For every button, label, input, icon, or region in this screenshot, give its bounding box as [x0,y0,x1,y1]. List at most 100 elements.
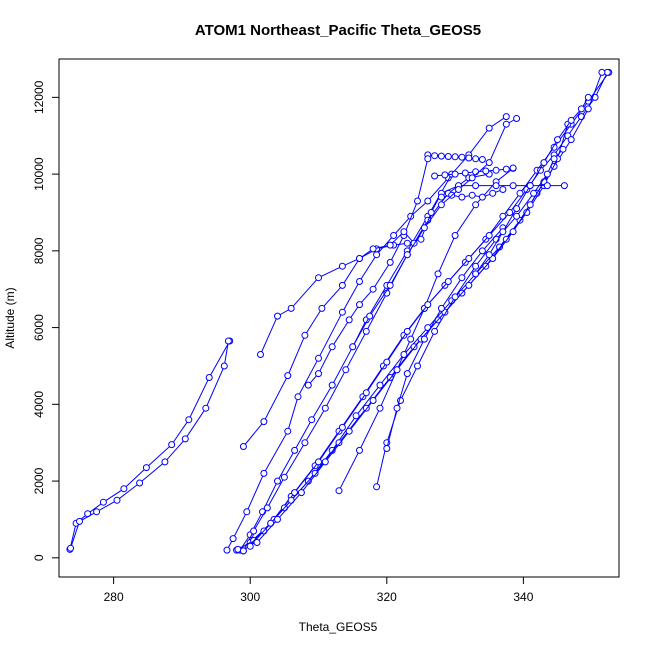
data-point [559,145,567,153]
data-point [243,508,251,516]
plot-frame [58,58,620,578]
series-13 [383,224,507,452]
data-point [274,312,281,320]
y-tick-label: 8000 [32,237,46,264]
data-point [120,485,128,493]
data-point [393,404,401,412]
data-point [407,335,415,343]
data-point [516,189,524,197]
series-3 [223,113,510,554]
data-point [424,197,432,205]
data-point [328,381,336,389]
series-16 [431,164,517,180]
data-point [274,515,281,523]
series-line [386,227,504,449]
data-point [502,113,510,121]
data-point [335,487,343,495]
series-12 [373,170,551,491]
data-point [431,152,439,160]
data-point [455,186,462,193]
data-point [99,498,107,506]
series-line [242,173,490,552]
data-point [263,504,271,512]
data-point [434,270,442,278]
data-point [142,464,150,472]
x-tick-label: 320 [377,590,397,604]
data-point [414,362,421,370]
data-point [472,182,480,190]
data-point [567,136,575,144]
data-point [369,397,377,404]
data-point [472,201,480,209]
data-point [356,278,363,285]
data-point [229,535,237,543]
data-point [502,120,510,128]
series-15 [424,151,486,163]
data-point [113,496,121,504]
y-tick-label: 2000 [32,467,46,494]
data-point [509,182,517,190]
data-point [458,153,466,161]
series-line [475,97,589,275]
data-point [472,262,480,270]
data-point [567,116,575,124]
y-axis-label: Altitude (m) [3,287,17,348]
data-point [284,427,292,435]
data-point [356,301,363,309]
data-point [584,93,592,101]
data-point [502,165,510,173]
data-point [376,381,384,389]
data-point [369,245,377,253]
data-point [362,389,370,397]
series-layer [66,68,613,555]
data-point [472,168,480,176]
data-point [513,212,521,220]
data-point [393,366,401,374]
data-point [168,441,176,449]
data-point [318,304,326,312]
data-point [437,193,445,201]
data-point [499,228,507,236]
data-point [315,354,322,362]
data-point [451,170,459,178]
data-point [458,193,466,201]
axes-layer: 280 300 320 340 0 2000 4000 6000 8000 10000 12000 [32,80,534,604]
data-point [311,469,319,477]
data-point [431,327,439,335]
data-point [366,312,374,320]
data-point [349,343,357,351]
data-point [291,446,299,454]
data-point [403,251,411,259]
data-point [376,404,384,412]
data-point [451,153,459,161]
data-point [260,469,268,477]
data-point [250,527,258,535]
data-point [543,182,551,190]
data-point [308,416,316,424]
data-point [297,489,305,497]
data-point [485,124,493,132]
data-point [369,285,377,293]
data-point [472,155,480,163]
data-point [315,370,322,378]
data-point [246,542,254,550]
data-point [598,68,606,76]
data-point [437,304,445,312]
data-point [386,281,394,289]
data-point [253,539,261,546]
data-point [373,251,381,259]
data-point [338,262,346,270]
series-2 [67,337,232,552]
data-point [478,247,486,255]
data-point [301,331,309,339]
y-tick-label: 0 [32,554,46,561]
data-point [284,372,292,380]
data-point [444,153,452,160]
data-point [509,164,517,172]
y-tick-label: 12000 [32,80,46,114]
y-tick-label: 10000 [32,157,46,191]
data-point [239,443,247,450]
data-point [400,228,408,236]
data-point [530,189,538,197]
